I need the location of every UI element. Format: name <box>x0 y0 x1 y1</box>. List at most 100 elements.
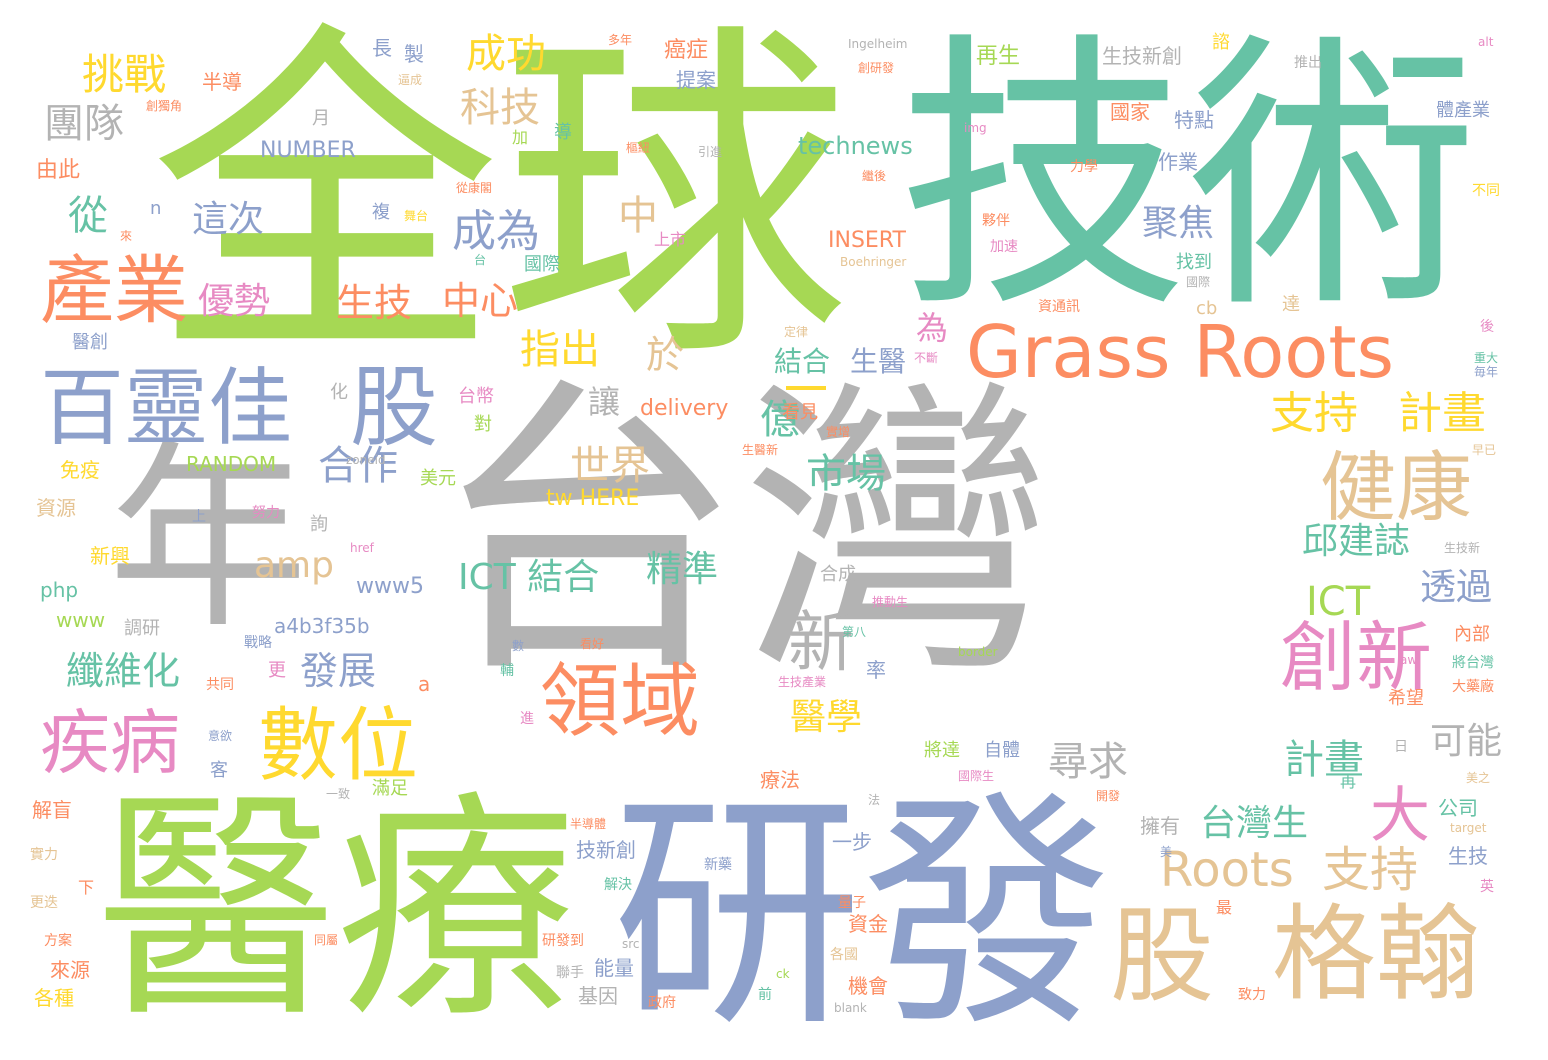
word: 台灣生 <box>1200 803 1309 844</box>
word: 科技 <box>460 85 540 131</box>
word: 優勢 <box>198 281 271 322</box>
word: 看好 <box>580 637 605 651</box>
word: 百靈佳 <box>40 359 293 457</box>
word: 全球 <box>150 0 850 403</box>
word: RANDOM <box>186 452 277 476</box>
word: 生技新創 <box>1102 44 1182 68</box>
word: 年 <box>108 423 309 656</box>
word: 解決 <box>604 877 632 893</box>
word: 致力 <box>1238 987 1266 1003</box>
word: 成功 <box>466 31 546 77</box>
word: 調研 <box>124 618 160 639</box>
word: 前 <box>758 987 772 1003</box>
word: 領域 <box>540 655 700 748</box>
word: 大藥廠 <box>1452 679 1494 695</box>
word: 月 <box>312 108 330 129</box>
word: 舞台 <box>404 209 429 223</box>
word: 滿足 <box>372 778 408 799</box>
word: 結合 <box>774 345 831 378</box>
word: 生技產業 <box>778 675 827 689</box>
word: 特點 <box>1174 108 1214 132</box>
word: 將達 <box>924 740 960 761</box>
word: 由此 <box>36 158 81 183</box>
word: 研發 <box>612 769 1112 1060</box>
word: 團隊 <box>44 101 124 147</box>
word: 為 <box>916 309 949 347</box>
word: 免疫 <box>60 458 100 482</box>
word: 定律 <box>784 325 809 339</box>
word: 共同 <box>206 677 234 693</box>
word: 來源 <box>50 958 90 982</box>
word: 於 <box>646 333 685 377</box>
word: 方案 <box>44 933 72 949</box>
word: 國家 <box>1110 100 1150 124</box>
word: 不斷 <box>914 351 939 365</box>
word: 不同 <box>1472 183 1500 199</box>
word: 開發 <box>1096 789 1121 803</box>
word: 健康 <box>1320 443 1472 532</box>
word: 擁有 <box>1140 814 1180 838</box>
word: 尋求 <box>1048 739 1128 785</box>
word: 基因 <box>578 984 618 1008</box>
word: 合作 <box>318 443 398 489</box>
word: 支持 <box>1270 388 1358 439</box>
word: 體產業 <box>1436 100 1490 121</box>
word: 下 <box>78 878 95 897</box>
word: Ingelheim <box>848 37 908 51</box>
word: 作業 <box>1158 150 1198 174</box>
word: 找到 <box>1176 252 1212 273</box>
word: 大 <box>1370 781 1430 851</box>
word: 戰略 <box>244 635 272 651</box>
word: 新藥 <box>704 857 732 873</box>
word: 上市 <box>654 230 687 249</box>
word: 更 <box>268 660 286 681</box>
word: 自體 <box>984 740 1020 761</box>
word: 提案 <box>676 68 716 92</box>
word: 更迭 <box>30 895 58 911</box>
word: 技術 <box>898 10 1478 347</box>
word: 各國 <box>830 947 858 963</box>
word: 美 <box>1160 845 1173 859</box>
word: 疾病 <box>40 702 180 784</box>
word: 第八 <box>842 625 867 639</box>
word: 最 <box>1216 898 1233 917</box>
word: aw <box>1400 653 1418 667</box>
word: 英 <box>1480 879 1494 895</box>
word: 希望 <box>1388 688 1424 709</box>
word: 將台灣 <box>1452 655 1494 671</box>
word: 內部 <box>1454 624 1490 645</box>
word: 實增 <box>826 425 851 439</box>
word: 早已 <box>1472 443 1497 457</box>
word: 重大 <box>1474 351 1499 365</box>
word: 國際 <box>1186 275 1211 289</box>
word: ck <box>776 967 790 981</box>
word: 加 <box>512 128 529 147</box>
word: 加速 <box>990 239 1018 255</box>
word: 能量 <box>594 956 634 980</box>
word: 引進 <box>698 145 723 159</box>
word: ICT 結合 <box>458 557 600 598</box>
word: 讓 <box>588 383 621 421</box>
word: 癌症 <box>664 38 709 63</box>
word: 創新 <box>1280 613 1432 702</box>
word: 產業 <box>40 248 188 334</box>
word: 支持 <box>1322 842 1419 898</box>
word: 計畫 <box>1398 388 1486 439</box>
word: 日 <box>1394 739 1408 755</box>
word: src <box>622 937 640 951</box>
word: 醫創 <box>72 332 108 353</box>
word: 醫學 <box>790 697 863 738</box>
word: 樞紐 <box>626 141 651 155</box>
word: 技新創 <box>576 838 636 862</box>
word: 量子 <box>838 895 866 911</box>
word: 股 <box>350 356 439 459</box>
word: 格翰 <box>1272 893 1481 1015</box>
word: 進 <box>520 711 534 727</box>
word: 創獨角 <box>146 99 183 113</box>
word: 聚焦 <box>1142 203 1215 244</box>
word: 市場 <box>806 451 886 497</box>
word: 諮 <box>1212 32 1230 53</box>
word: 努力 <box>252 505 280 521</box>
word: 複 <box>372 202 390 223</box>
